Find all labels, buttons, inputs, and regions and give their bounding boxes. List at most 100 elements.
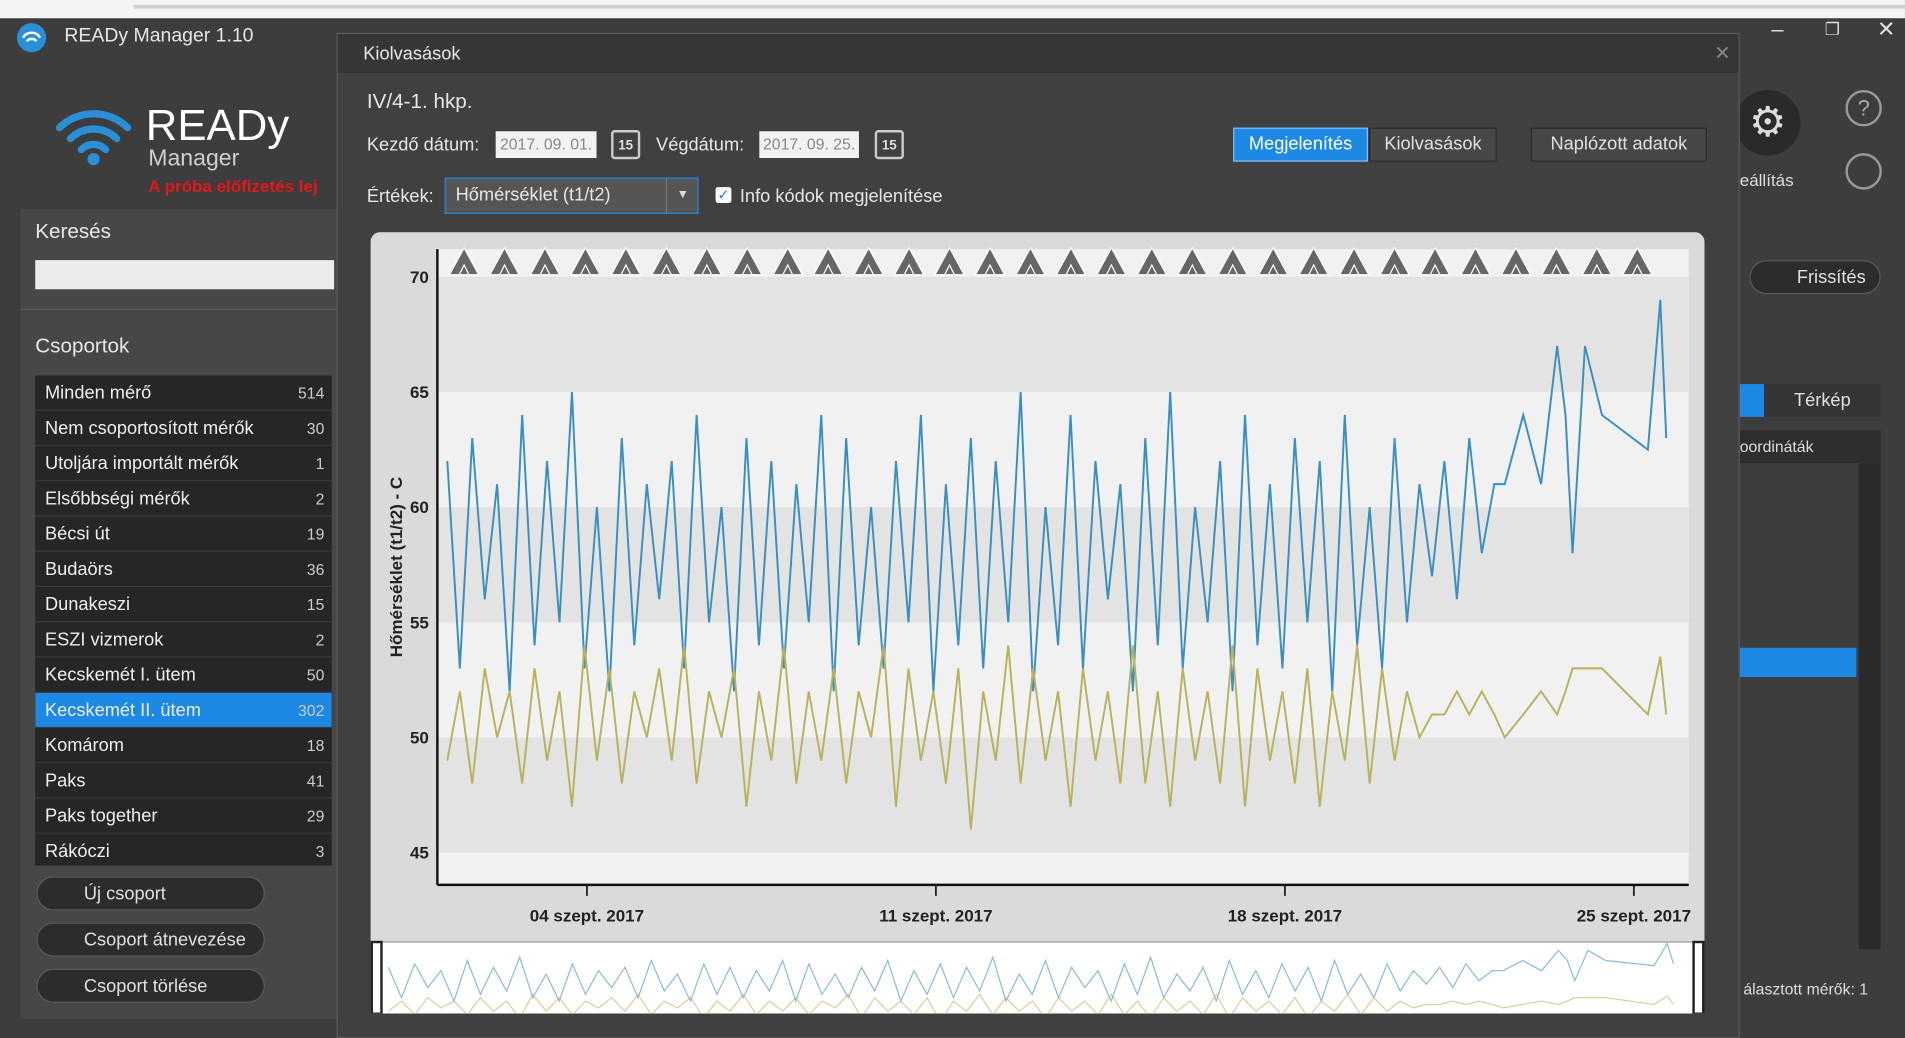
start-date[interactable]: 2017. 09. 01.	[495, 131, 597, 159]
series-line	[446, 299, 1668, 692]
info-code-icon	[974, 246, 1006, 276]
values-select[interactable]: Hőmérséklet (t1/t2)	[444, 177, 699, 214]
meter-name: IV/4-1. hkp.	[366, 89, 473, 114]
group-list: Minden mérő 514 Nem csoportosított mérők 30…	[35, 375, 332, 866]
group-row[interactable]: Paks together 29	[35, 798, 332, 834]
group-count: 2	[315, 489, 325, 509]
separator	[20, 308, 337, 310]
info-code-icon	[448, 246, 480, 276]
group-row[interactable]: ESZI vizmerok 2	[35, 622, 332, 658]
tab-indicator	[1739, 384, 1765, 417]
group-count: 1	[315, 454, 325, 473]
group-name: Dunakeszi	[44, 594, 131, 616]
close[interactable]: ✕	[1877, 17, 1896, 42]
y-tick-label: 45	[410, 844, 429, 863]
dialog-close[interactable]: ✕	[1714, 43, 1731, 65]
info-code-icon	[772, 246, 804, 276]
group-row[interactable]: Elsőbbségi mérők 2	[35, 481, 332, 517]
dialog-title: Kiolvasások	[363, 43, 461, 65]
group-name: Bécsi út	[44, 523, 110, 545]
group-count: 3	[315, 842, 325, 861]
navigator-line	[387, 942, 1675, 1003]
y-tick-label: 50	[410, 729, 429, 748]
group-row[interactable]: Kecskemét I. ütem 50	[35, 657, 332, 693]
selected-meters: álasztott mérők: 1	[1743, 979, 1869, 998]
y-axis-label: Hőmérséklet (t1/t2) - C	[387, 477, 406, 657]
dialog-titlebar	[337, 34, 1739, 73]
coords-header: oordináták	[1739, 430, 1881, 464]
y-tick-label: 70	[410, 268, 429, 287]
info-code-icon	[893, 246, 925, 276]
restore[interactable]: ❐	[1824, 19, 1841, 39]
info-code-icon	[650, 246, 682, 276]
info-code-icon	[1298, 246, 1330, 276]
series-line	[446, 645, 1668, 830]
info-code-icon	[1014, 246, 1047, 276]
group-count: 29	[306, 807, 325, 826]
group-row[interactable]: Kecskemét II. ütem 302	[35, 692, 332, 729]
group-row[interactable]: Utoljára importált mérők 1	[35, 446, 332, 482]
grid-band	[437, 276, 1689, 392]
info-code-icon	[691, 246, 723, 276]
list-icon[interactable]	[1845, 153, 1882, 190]
show-button[interactable]: Megjelenítés	[1233, 127, 1368, 162]
delete-group-button[interactable]: Csoport törlése	[36, 968, 265, 1003]
group-row[interactable]: Komárom 18	[35, 728, 332, 764]
grid-band	[437, 737, 1689, 853]
group-row[interactable]: Paks 41	[35, 763, 332, 799]
rename-group-button[interactable]: Csoport átnevezése	[36, 922, 265, 957]
group-name: Rákóczi	[44, 841, 110, 862]
settings-icon[interactable]: ⚙	[1734, 89, 1801, 156]
trial-notice: A próba előfizetés lej	[148, 176, 318, 196]
info-code-icon	[812, 246, 844, 276]
info-code-icon	[1419, 246, 1451, 276]
group-name: ESZI vizmerok	[44, 629, 164, 651]
refresh-button[interactable]: Frissítés	[1749, 260, 1881, 295]
logo-subtitle: Manager	[148, 145, 240, 172]
group-row[interactable]: Budaörs 36	[35, 551, 332, 588]
navigator[interactable]	[370, 941, 1705, 1014]
minimize[interactable]: –	[1771, 17, 1784, 42]
info-checkbox[interactable]: ✓	[715, 185, 732, 203]
scrollbar[interactable]	[1858, 463, 1881, 950]
readings-button[interactable]: Kiolvasások	[1369, 127, 1497, 162]
window-title: READy Manager 1.10	[64, 25, 254, 47]
select-arrow[interactable]: ▼	[665, 178, 699, 213]
search-input[interactable]	[35, 260, 335, 290]
logged-data-button[interactable]: Naplózott adatok	[1530, 127, 1707, 162]
top-strip	[0, 0, 1905, 19]
y-tick-label: 55	[410, 613, 429, 632]
x-tick-label: 04 szept. 2017	[530, 906, 644, 925]
group-row[interactable]: Nem csoportosított mérők 30	[35, 410, 332, 447]
group-name: Budaörs	[44, 559, 113, 580]
group-row[interactable]: Rákóczi 3	[35, 833, 332, 866]
info-code-icon	[1338, 246, 1370, 276]
info-code-icon	[569, 246, 602, 276]
group-count: 50	[306, 666, 325, 685]
end-date[interactable]: 2017. 09. 25.	[759, 131, 859, 159]
end-calendar[interactable]: 15	[874, 130, 904, 160]
group-row[interactable]: Bécsi út 19	[35, 516, 332, 552]
group-row[interactable]: Dunakeszi 15	[35, 587, 332, 623]
group-name: Utoljára importált mérők	[44, 453, 239, 475]
x-tick-label: 25 szept. 2017	[1577, 906, 1691, 925]
help-icon[interactable]: ?	[1845, 89, 1882, 127]
search-label: Keresés	[35, 220, 112, 244]
new-group-button[interactable]: Új csoport	[36, 876, 265, 911]
selected-row[interactable]	[1739, 647, 1857, 678]
start-calendar[interactable]: 15	[611, 130, 641, 160]
info-code-icon	[610, 246, 642, 276]
info-code-icon	[1176, 246, 1208, 276]
group-name: Elsőbbségi mérők	[44, 488, 190, 510]
info-code-icon	[1581, 246, 1613, 276]
info-code-icon	[1540, 246, 1573, 276]
group-count: 15	[306, 595, 325, 614]
chart: 45 50 55 60 65 70 04 szept. 2017 11 szept. 2017…	[370, 232, 1705, 1014]
map-tab[interactable]: Térkép	[1764, 384, 1881, 417]
info-code-icon	[853, 246, 885, 276]
group-row[interactable]: Minden mérő 514	[35, 375, 332, 411]
info-code-icon	[1621, 246, 1653, 276]
x-tick-label: 18 szept. 2017	[1228, 906, 1342, 925]
end-label: Végdátum:	[656, 134, 745, 156]
